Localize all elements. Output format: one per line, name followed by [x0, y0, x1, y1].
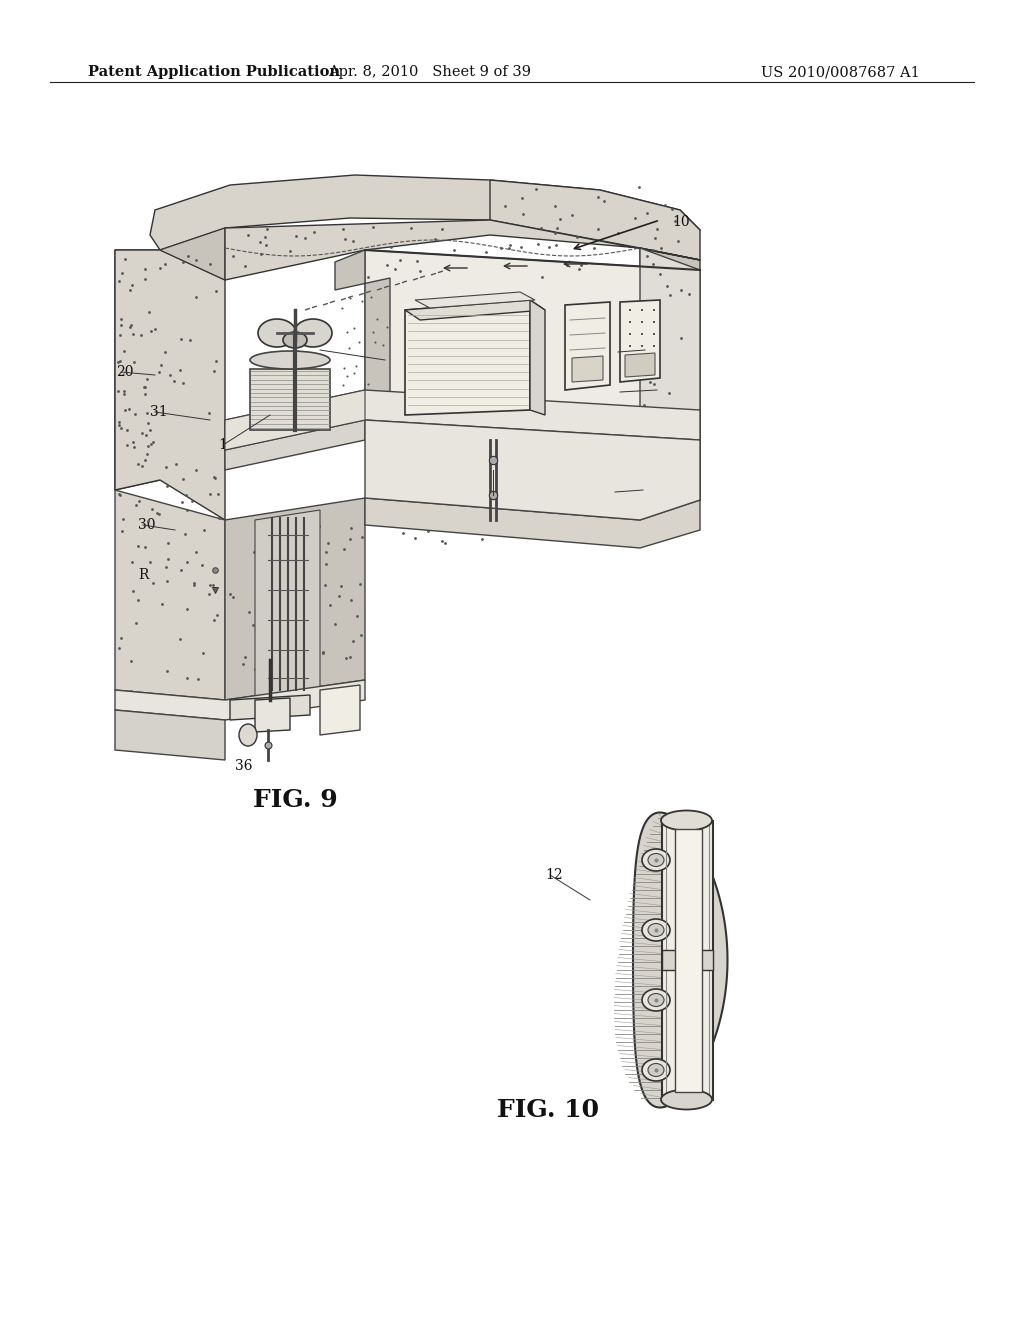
Text: 12: 12	[545, 869, 562, 882]
Text: 16: 16	[218, 438, 236, 451]
Text: Apr. 8, 2010   Sheet 9 of 39: Apr. 8, 2010 Sheet 9 of 39	[329, 65, 531, 79]
Polygon shape	[625, 352, 655, 378]
Ellipse shape	[283, 333, 307, 348]
Polygon shape	[150, 176, 700, 249]
Polygon shape	[572, 356, 603, 381]
Text: 30: 30	[138, 517, 156, 532]
Polygon shape	[115, 490, 225, 700]
Polygon shape	[365, 249, 700, 440]
Text: 36: 36	[234, 759, 253, 774]
Polygon shape	[115, 249, 160, 490]
Polygon shape	[640, 248, 700, 520]
Polygon shape	[335, 249, 390, 420]
Ellipse shape	[648, 854, 664, 866]
Text: 22: 22	[652, 383, 670, 397]
Polygon shape	[675, 829, 702, 1092]
Polygon shape	[115, 680, 365, 719]
Text: 20: 20	[116, 366, 133, 379]
Ellipse shape	[662, 810, 712, 830]
Text: 40: 40	[190, 738, 208, 752]
Polygon shape	[633, 813, 727, 1107]
Polygon shape	[160, 228, 225, 280]
Text: 26: 26	[488, 488, 506, 502]
Ellipse shape	[642, 989, 670, 1011]
Ellipse shape	[642, 849, 670, 871]
Polygon shape	[225, 498, 365, 700]
Polygon shape	[255, 698, 290, 733]
Polygon shape	[530, 300, 545, 414]
Text: 10: 10	[672, 215, 689, 228]
Polygon shape	[640, 248, 700, 520]
Polygon shape	[250, 370, 330, 430]
Text: 33: 33	[640, 343, 657, 356]
Ellipse shape	[239, 723, 257, 746]
Ellipse shape	[258, 319, 296, 347]
Polygon shape	[662, 821, 713, 1100]
Text: 32: 32	[638, 483, 655, 498]
Ellipse shape	[662, 1089, 712, 1110]
Polygon shape	[115, 249, 225, 520]
Polygon shape	[565, 302, 610, 389]
Ellipse shape	[648, 1064, 664, 1077]
Polygon shape	[225, 220, 700, 280]
Ellipse shape	[648, 994, 664, 1006]
Polygon shape	[225, 389, 700, 450]
Text: FIG. 9: FIG. 9	[253, 788, 337, 812]
Text: Patent Application Publication: Patent Application Publication	[88, 65, 340, 79]
Polygon shape	[230, 696, 310, 719]
Ellipse shape	[648, 924, 664, 936]
Polygon shape	[662, 950, 713, 970]
Polygon shape	[365, 420, 700, 520]
Polygon shape	[406, 300, 545, 319]
Polygon shape	[620, 300, 660, 381]
Polygon shape	[115, 710, 225, 760]
Polygon shape	[406, 300, 530, 414]
Ellipse shape	[642, 919, 670, 941]
Text: 31: 31	[150, 405, 168, 418]
Ellipse shape	[294, 319, 332, 347]
Ellipse shape	[250, 351, 330, 370]
Text: 14: 14	[380, 352, 397, 367]
Text: R: R	[138, 568, 148, 582]
Polygon shape	[225, 420, 365, 470]
Polygon shape	[490, 180, 700, 260]
Polygon shape	[365, 498, 700, 548]
Polygon shape	[319, 685, 360, 735]
Polygon shape	[415, 292, 535, 308]
Text: US 2010/0087687 A1: US 2010/0087687 A1	[761, 65, 920, 79]
Ellipse shape	[642, 1059, 670, 1081]
Polygon shape	[255, 510, 319, 698]
Text: FIG. 10: FIG. 10	[497, 1098, 599, 1122]
Polygon shape	[225, 389, 365, 450]
